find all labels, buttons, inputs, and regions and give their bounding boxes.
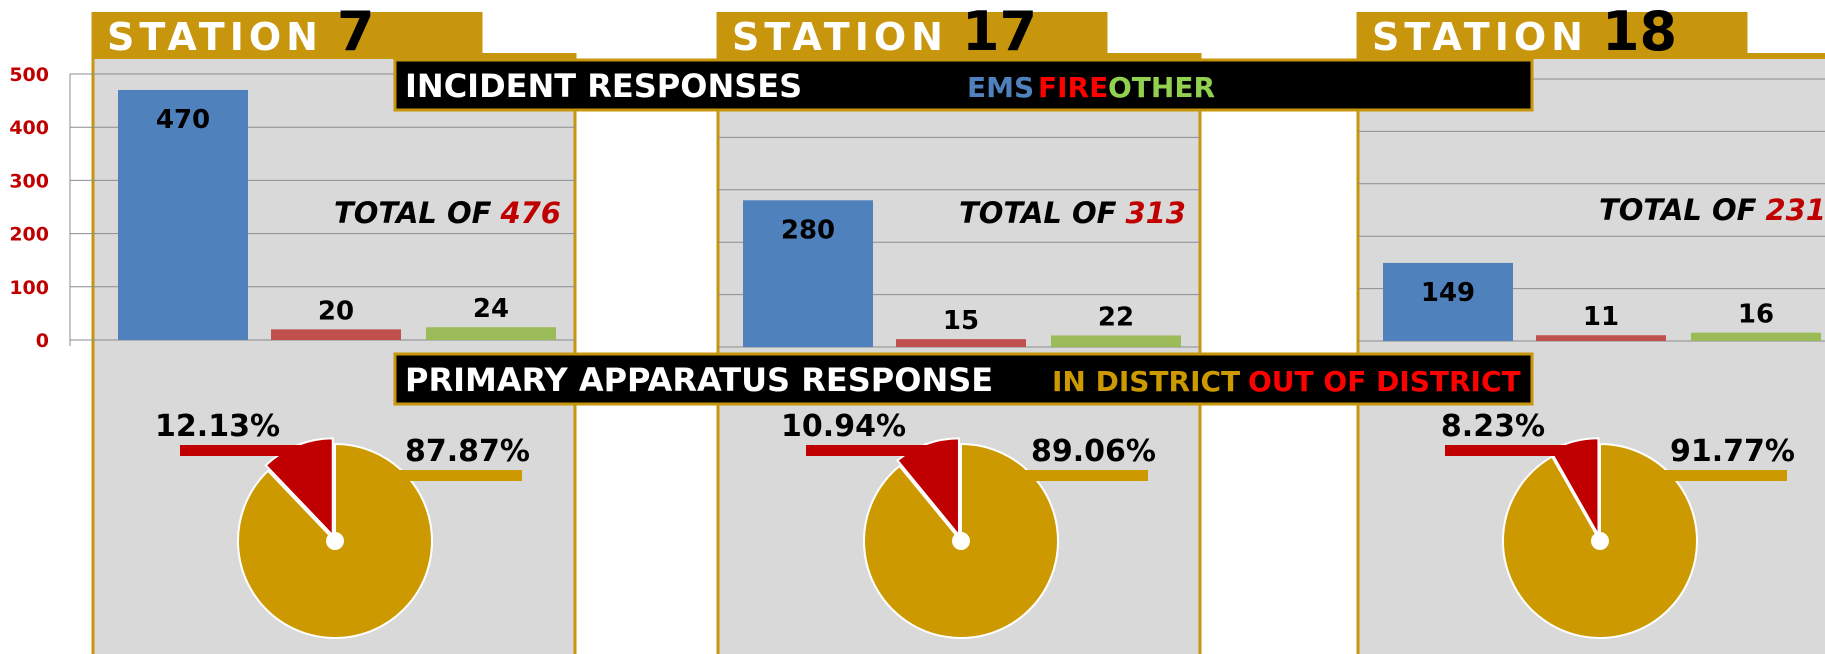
bar (1536, 335, 1666, 341)
y-tick-label: 500 (9, 64, 49, 86)
bar (118, 89, 248, 341)
station-label: STATION (732, 15, 948, 59)
leader-line (180, 445, 310, 456)
y-tick-label: 400 (9, 117, 49, 139)
total-value: 231 (1765, 193, 1825, 227)
legend-entry: OUT OF DISTRICT (1248, 365, 1521, 398)
bar-value-label: 16 (1738, 300, 1774, 330)
pie-center (326, 532, 344, 550)
station-header (91, 12, 483, 56)
y-tick-label: 300 (9, 170, 49, 192)
total-label: TOTAL OF (1599, 193, 1757, 227)
bar-value-label: 22 (1098, 302, 1134, 332)
leader-line (986, 470, 1148, 481)
pie-value-label: 89.06% (1031, 434, 1156, 469)
station-title: STATION 17 (732, 0, 1037, 63)
bar (426, 327, 556, 340)
pie-center (1591, 532, 1609, 550)
bar-value-label: 470 (156, 105, 210, 135)
bar-value-label: 11 (1583, 302, 1619, 332)
bar-value-label: 20 (318, 296, 354, 326)
y-tick-label: 100 (9, 277, 49, 299)
pie-value-label: 10.94% (781, 409, 906, 444)
bar (1383, 262, 1513, 341)
pie-center (952, 532, 970, 550)
total-label: TOTAL OF (959, 196, 1117, 230)
legend-entry: EMS (967, 71, 1034, 104)
y-tick-label: 200 (9, 224, 49, 246)
bar (271, 329, 401, 340)
station-title: STATION 7 (107, 0, 375, 63)
legend-entry: OTHER (1108, 71, 1215, 104)
bar-value-label: 149 (1421, 278, 1475, 308)
apparatus-banner-title: PRIMARY APPARATUS RESPONSE (405, 361, 993, 399)
total-text: TOTAL OF 231 (1599, 193, 1825, 227)
leader-line (1445, 445, 1575, 456)
legend-entry: FIRE (1038, 71, 1108, 104)
station-label: STATION (1372, 15, 1588, 59)
bar (1051, 335, 1181, 347)
leader-line (1625, 470, 1787, 481)
leader-line (806, 445, 936, 456)
total-text: TOTAL OF 476 (334, 196, 561, 230)
total-label: TOTAL OF (334, 196, 492, 230)
bar-value-label: 15 (943, 306, 979, 336)
total-text: TOTAL OF 313 (959, 196, 1186, 230)
bar-value-label: 24 (473, 294, 509, 324)
station-number: 17 (962, 0, 1037, 63)
y-tick-label: 0 (36, 330, 49, 352)
station-title: STATION 18 (1372, 0, 1677, 63)
station-number: 18 (1602, 0, 1677, 63)
leader-line (360, 470, 522, 481)
incident-banner (393, 58, 1534, 112)
bar (896, 339, 1026, 347)
station-header (1356, 12, 1748, 56)
pie-value-label: 91.77% (1670, 434, 1795, 469)
apparatus-banner (393, 352, 1534, 406)
pie-value-label: 12.13% (155, 409, 280, 444)
total-value: 313 (1125, 196, 1186, 230)
pie-slice (896, 437, 960, 539)
bar (743, 200, 873, 347)
total-value: 476 (499, 196, 561, 230)
station-label: STATION (107, 15, 323, 59)
station-header (716, 12, 1108, 56)
bar (1691, 332, 1821, 341)
incident-banner-title: INCIDENT RESPONSES (405, 67, 802, 105)
pie-value-label: 8.23% (1441, 409, 1545, 444)
pie-value-label: 87.87% (405, 434, 530, 469)
station-number: 7 (337, 0, 375, 63)
legend-entry: IN DISTRICT (1052, 365, 1240, 398)
bar-value-label: 280 (781, 215, 835, 245)
